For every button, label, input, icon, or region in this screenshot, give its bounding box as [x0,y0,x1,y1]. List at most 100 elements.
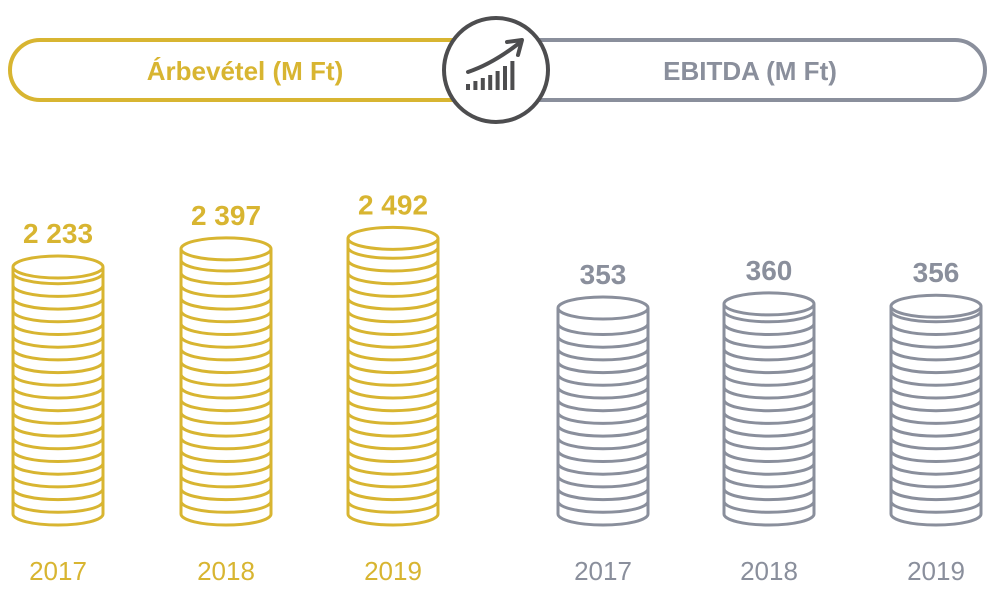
coin-edge [346,335,440,349]
coin-edge [11,475,105,489]
coin-edge [889,488,983,502]
coin-edge [722,424,816,438]
coin-edge [179,412,273,425]
coin-edge [889,450,983,463]
icon-mini-bar [503,66,507,90]
coin-edge [11,412,105,425]
coin-edge [346,246,440,260]
coin-edge [179,462,273,476]
data-value-label: 2 397 [191,200,261,231]
icon-mini-bar [510,61,515,90]
coin-stack-top [346,225,440,251]
coin-edge [11,386,105,400]
x-axis-year-label: 2018 [197,556,255,586]
coin-edge [11,335,105,349]
coin-edge [889,437,983,451]
growth-bar-chart-icon [442,16,550,124]
coin-edge [556,475,650,489]
coin-edge [179,399,273,413]
data-value-label: 2 492 [358,189,428,220]
coin-edge [11,437,105,451]
data-value-label: 360 [746,255,793,286]
coin-edge [179,437,273,451]
icon-mini-bar [466,84,470,90]
coin-edge [346,323,440,336]
coin-edge [179,386,273,400]
coin-edge [556,399,650,413]
coin-edge [889,500,983,514]
coin-edge [556,348,650,362]
coin-edge [346,488,440,502]
coin-edge [889,348,983,362]
coin-edge [556,424,650,438]
coin-edge [346,310,440,324]
coin-edge [346,437,440,451]
coin-edge [889,399,983,413]
coin-edge [346,386,440,400]
coin-edge [889,373,983,387]
coin-edge [11,424,105,438]
coin-edge [556,386,650,400]
coin-edge [346,450,440,463]
data-value-label: 353 [580,259,627,290]
coin-edge [179,475,273,489]
coin-edge [722,450,816,463]
coin-stack-bar [346,225,440,527]
coin-edge [722,335,816,349]
coin-stack-top [889,293,983,319]
coin-stack-bar [556,295,650,527]
x-axis-year-label: 2018 [740,556,798,586]
coin-edge [346,412,440,425]
coin-edge [179,424,273,438]
coin-edge [346,297,440,311]
coin-edge [722,488,816,502]
coin-edge [889,424,983,438]
coin-edge [889,323,983,336]
coin-edge [722,500,816,514]
coin-stack-top [556,295,650,321]
coin-stack-body [346,238,440,527]
coin-stack-top [722,291,816,317]
icon-mini-bar [473,81,478,90]
coin-edge [556,437,650,451]
coin-edge [722,310,816,324]
coin-edge [346,361,440,375]
coin-edge [346,373,440,387]
coin-edge [11,323,105,336]
coin-edge [179,361,273,375]
coin-stack-bar [889,293,983,527]
coin-edge [556,361,650,375]
coin-stack-body [722,303,816,527]
coin-stack-bar [722,291,816,527]
coin-edge [722,462,816,476]
coin-edge [722,323,816,336]
coin-edge [722,361,816,375]
coin-edge [889,386,983,400]
coin-edge [722,475,816,489]
coin-edge [11,348,105,362]
coin-edge [556,450,650,463]
coin-edge [179,488,273,502]
coin-edge [11,488,105,502]
x-axis-year-label: 2019 [364,556,422,586]
coin-edge [179,285,273,298]
coin-edge [346,462,440,476]
coin-edge [11,500,105,514]
coin-edge [179,348,273,362]
coin-edge [346,424,440,438]
coin-edge [346,500,440,514]
icon-circle [442,16,550,124]
coin-stacks: 2 233 2017 2 397 2018 2 492 2019 353 2017 360 201… [11,189,983,586]
coin-edge [556,488,650,502]
coin-edge [179,323,273,336]
coin-edge [889,475,983,489]
coin-edge [179,450,273,463]
coin-stack-top [179,236,273,262]
coin-stack-body [179,248,273,527]
icon-mini-bar [480,78,485,90]
data-value-label: 356 [913,257,960,288]
coin-edge [556,412,650,425]
coin-edge [346,348,440,362]
coin-edge [722,412,816,425]
coin-edge [722,348,816,362]
